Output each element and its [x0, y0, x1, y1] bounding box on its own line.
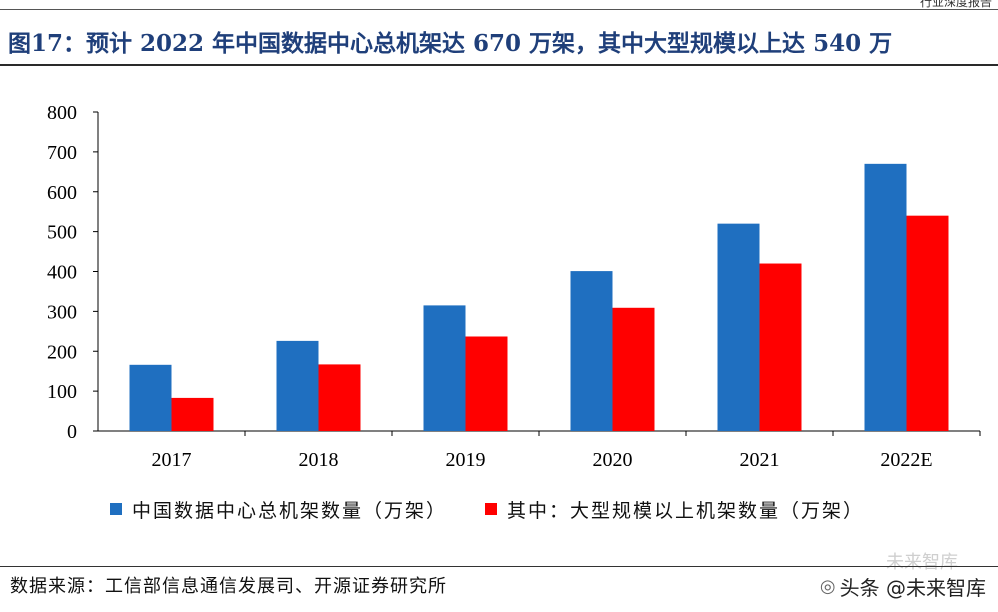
watermark-text: 头条 @未来智库: [839, 576, 986, 600]
watermark: ◎ 头条 @未来智库: [820, 572, 986, 601]
legend-swatch-large: [485, 503, 498, 515]
y-axis: 0 100 200 300 400 500 600 700 800: [47, 102, 99, 443]
y-tick-label: 100: [47, 381, 77, 403]
y-tick-label: 800: [47, 102, 77, 124]
bar-total: [423, 305, 466, 431]
legend-label-large: 其中：大型规模以上机架数量（万架）: [507, 499, 865, 522]
bar-large: [612, 307, 655, 431]
chart-title: 图17：预计 2022 年中国数据中心总机架达 670 万架，其中大型规模以上达…: [8, 30, 893, 57]
bar-large: [171, 397, 214, 431]
top-strip-rule: [0, 9, 998, 10]
wechat-icon: ◎: [819, 576, 836, 597]
bar-total: [570, 271, 613, 431]
faint-watermark: 未来智库: [886, 548, 958, 574]
legend-item-total: 中国数据中心总机架数量（万架）: [110, 496, 447, 523]
legend-item-large: 其中：大型规模以上机架数量（万架）: [485, 496, 864, 523]
y-tick-label: 300: [47, 301, 77, 323]
top-strip: 行业深度报告: [0, 0, 998, 10]
x-tick-label: 2017: [152, 449, 192, 471]
bars: [129, 163, 949, 431]
source-note: 数据来源：工信部信息通信发展司、开源证券研究所: [10, 576, 447, 597]
title-rule: [0, 64, 998, 66]
y-tick-label: 200: [47, 341, 77, 363]
y-tick-label: 600: [47, 182, 77, 204]
legend-swatch-total: [110, 503, 122, 515]
bar-large: [906, 215, 949, 431]
legend-label-total: 中国数据中心总机架数量（万架）: [132, 499, 448, 522]
y-tick-label: 500: [47, 222, 77, 244]
y-tick-label: 400: [47, 262, 77, 284]
x-tick-label: 2020: [593, 449, 633, 471]
bar-total: [129, 364, 172, 431]
bar-total: [717, 223, 760, 431]
bar-large: [318, 364, 361, 431]
bar-total: [276, 340, 319, 431]
top-strip-text: 行业深度报告: [919, 0, 992, 9]
bar-large: [759, 263, 802, 431]
x-tick-label: 2021: [740, 449, 780, 471]
x-tick-label: 2018: [299, 449, 339, 471]
x-tick-label: 2019: [446, 449, 486, 471]
faint-watermark-text: 未来智库: [886, 552, 958, 573]
y-tick-label: 0: [67, 421, 77, 443]
bottom-rule: [0, 566, 998, 567]
x-axis: 2017 2018 2019 2020 2021 2022E: [98, 430, 981, 471]
bar-large: [465, 336, 508, 431]
x-tick-label: 2022E: [880, 449, 932, 471]
y-tick-label: 700: [47, 142, 77, 164]
legend: 中国数据中心总机架数量（万架） 其中：大型规模以上机架数量（万架）: [110, 494, 902, 524]
bar-total: [864, 163, 907, 431]
